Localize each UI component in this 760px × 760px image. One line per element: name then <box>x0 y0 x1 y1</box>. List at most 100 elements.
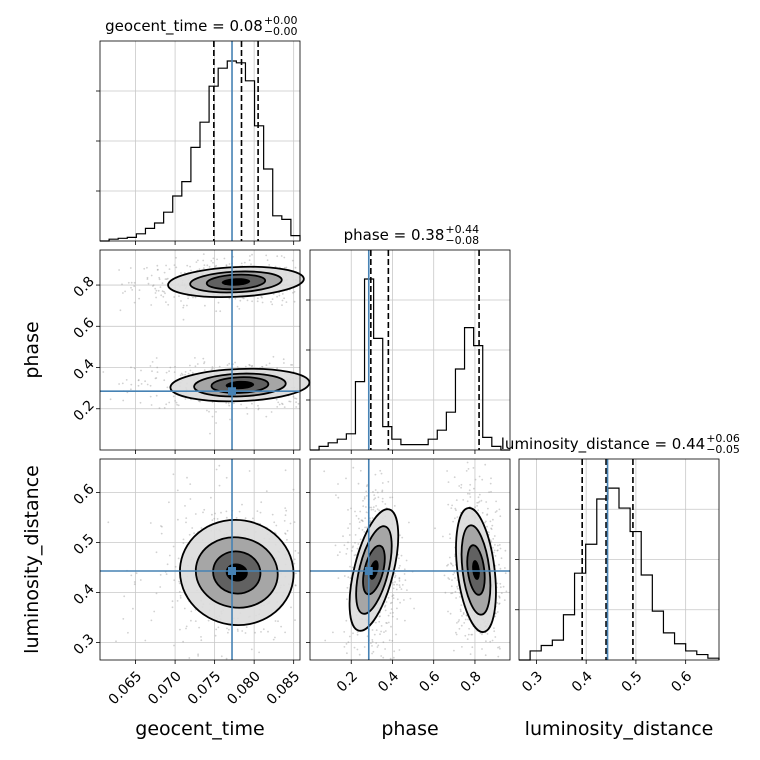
sample-point <box>496 549 499 552</box>
sample-point <box>265 415 268 418</box>
sample-point <box>370 508 373 511</box>
sample-point <box>276 295 278 298</box>
sample-point <box>450 563 453 566</box>
sample-point <box>281 293 284 295</box>
sample-point <box>446 564 448 567</box>
sample-point <box>380 655 383 657</box>
sample-point <box>381 489 384 492</box>
x-tick-label: 0.6 <box>416 668 443 695</box>
sample-point <box>182 542 185 544</box>
sample-point <box>228 297 231 300</box>
sample-point <box>186 476 188 479</box>
sample-point <box>155 377 158 379</box>
sample-point <box>371 640 374 643</box>
sample-point <box>261 366 264 368</box>
sample-point <box>202 259 205 262</box>
sample-point <box>246 299 249 302</box>
sample-point <box>489 482 492 485</box>
sample-point <box>163 290 165 293</box>
sample-point <box>495 500 497 503</box>
sample-point <box>383 606 386 608</box>
sample-point <box>275 398 278 401</box>
sample-point <box>490 528 493 530</box>
sample-point <box>442 535 444 538</box>
truth-marker <box>228 387 237 396</box>
sample-point <box>400 554 403 557</box>
sample-point <box>489 539 492 541</box>
sample-point <box>485 501 488 503</box>
x-tick-label: 0.4 <box>375 668 402 695</box>
x-axis-label: geocent_time <box>135 718 264 740</box>
sample-point <box>447 503 450 506</box>
sample-point <box>497 655 500 658</box>
sample-point <box>493 551 495 554</box>
sample-point <box>391 496 394 499</box>
sample-point <box>218 464 221 467</box>
sample-point <box>284 532 286 535</box>
sample-point <box>188 657 191 659</box>
sample-point <box>394 574 397 577</box>
sample-point <box>464 634 467 637</box>
sample-point <box>494 544 496 546</box>
sample-point <box>262 628 265 631</box>
sample-point <box>345 477 347 480</box>
sample-point <box>353 554 356 557</box>
sample-point <box>468 493 471 495</box>
sample-point <box>355 553 357 556</box>
sample-point <box>283 266 286 269</box>
sample-point <box>172 395 175 398</box>
sample-point <box>182 306 185 309</box>
sample-point <box>196 363 199 365</box>
sample-point <box>391 615 394 618</box>
sample-point <box>146 266 148 269</box>
sample-point <box>372 506 375 508</box>
sample-point <box>265 254 268 257</box>
sample-point <box>361 519 364 522</box>
sample-point <box>499 582 502 585</box>
sample-point <box>371 639 374 641</box>
sample-point <box>365 485 368 488</box>
sample-point <box>447 481 450 483</box>
sample-point <box>489 640 492 643</box>
sample-point <box>297 402 300 405</box>
sample-point <box>288 400 291 403</box>
sample-point <box>193 532 196 535</box>
sample-point <box>500 592 503 594</box>
sample-point <box>396 583 398 586</box>
sample-point <box>225 476 228 479</box>
sample-point <box>289 522 292 525</box>
sample-point <box>178 582 181 585</box>
sample-point <box>504 572 507 575</box>
sample-point <box>165 278 168 281</box>
sample-point <box>208 265 211 268</box>
sample-point <box>449 537 452 540</box>
sample-point <box>496 602 499 604</box>
sample-point <box>281 299 284 302</box>
sample-point <box>398 557 400 560</box>
sample-point <box>395 633 397 636</box>
sample-point <box>295 397 298 400</box>
sample-point <box>241 503 243 506</box>
sample-point <box>339 551 341 553</box>
sample-point <box>406 589 408 591</box>
sample-point <box>347 541 349 544</box>
sample-point <box>277 401 280 404</box>
sample-point <box>399 586 401 588</box>
sample-point <box>374 473 377 476</box>
sample-point <box>491 639 494 642</box>
sample-point <box>243 261 246 264</box>
sample-point <box>467 468 470 470</box>
sample-point <box>177 404 180 407</box>
sample-point <box>206 409 208 412</box>
sample-point <box>190 269 192 272</box>
sample-point <box>133 301 136 304</box>
sample-point <box>207 619 210 622</box>
sample-point <box>398 580 401 582</box>
sample-point <box>158 276 161 279</box>
sample-point <box>373 633 376 636</box>
sample-point <box>494 612 497 615</box>
sample-point <box>211 366 214 368</box>
sample-point <box>486 633 489 635</box>
sample-point <box>453 649 455 652</box>
sample-point <box>294 266 297 269</box>
